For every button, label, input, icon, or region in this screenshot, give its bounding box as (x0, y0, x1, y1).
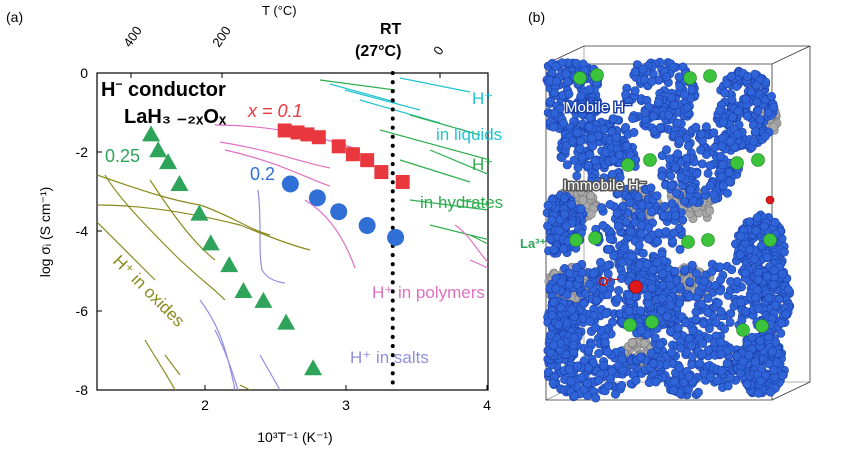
mobile-h-cluster-6 (591, 183, 688, 279)
data-point-x025-4 (190, 204, 209, 221)
salts-curves (199, 189, 286, 390)
la-atom-10 (681, 235, 695, 249)
x-axis-label: 10³T⁻¹ (K⁻¹) (257, 429, 332, 445)
top-tick-400: 400 (120, 23, 145, 49)
la-atom-12 (763, 233, 777, 247)
panel-b-label: (b) (528, 9, 545, 25)
mobile-h-cluster-5 (542, 191, 588, 258)
data-point-x02-0 (281, 175, 299, 193)
data-point-x025-7 (234, 281, 253, 298)
la-atom-1 (590, 68, 604, 82)
y-tick-0: 0 (80, 65, 88, 81)
data-point-x01-8 (395, 174, 410, 189)
la-atom-3 (703, 69, 717, 83)
mobile-h-cluster-3 (556, 113, 641, 187)
y-tick-minus4: -4 (76, 223, 89, 239)
data-point-x01-5 (345, 147, 360, 162)
data-marks (142, 123, 410, 376)
data-point-x01-7 (374, 165, 389, 180)
y-tick-minus2: -2 (76, 144, 89, 160)
top-tick-200: 200 (209, 23, 234, 49)
data-point-x02-1 (308, 189, 326, 207)
mobile-h-cluster-1 (621, 57, 700, 139)
conductor-title: H− conductor (101, 77, 226, 101)
x-tick-4: 4 (483, 397, 491, 413)
series-label-x01: x = 0.1 (247, 101, 303, 121)
hydrates-label-h: H⁺ (472, 155, 493, 174)
formula-label: LaH₃ ₋₂ₓOₓ (124, 106, 227, 128)
la-atom-7 (751, 153, 765, 167)
mobile-h-cluster-12 (631, 331, 743, 400)
liquids-label-text: in liquids (436, 125, 502, 144)
la-atom-16 (755, 319, 769, 333)
data-point-x025-9 (277, 313, 296, 330)
la-atom-2 (683, 71, 697, 85)
la-o-atoms (569, 68, 777, 337)
la-atom-11 (701, 233, 715, 247)
hydrates-curves (319, 79, 488, 245)
y-tick-minus8: -8 (76, 382, 89, 398)
mobile-h-label: Mobile H⁻ (565, 99, 632, 116)
rt-label: RT (380, 21, 402, 38)
oxides-label: H⁺ in oxides (109, 251, 188, 330)
oxides-curves (97, 174, 311, 390)
data-point-x025-8 (254, 291, 273, 308)
liquids-curves (329, 77, 471, 124)
data-point-x025-3 (170, 174, 189, 191)
data-point-x02-3 (358, 217, 376, 235)
data-point-x02-2 (330, 203, 348, 221)
la-atom-5 (643, 153, 657, 167)
la-atom-4 (621, 158, 635, 172)
data-point-x02-4 (387, 228, 405, 246)
mobile-h-cluster-4 (657, 122, 743, 208)
data-point-x025-2 (159, 153, 178, 170)
data-point-x025-1 (149, 141, 168, 158)
rt-temperature-label: (27°C) (355, 43, 401, 60)
la-atom-14 (645, 315, 659, 329)
y-tick-minus6: -6 (76, 303, 89, 319)
data-point-x01-2 (300, 127, 315, 142)
top-tick-0: 0 (430, 43, 446, 58)
mobile-h-cluster-2 (712, 66, 779, 154)
data-point-x025-5 (201, 234, 220, 251)
o-atom-1 (765, 195, 775, 205)
immobile-h-label: Immobile H⁻ (563, 177, 647, 194)
x-tick-3: 3 (342, 397, 350, 413)
hydride-clusters (542, 57, 795, 403)
data-point-x01-3 (311, 130, 326, 145)
panel-a-label: (a) (6, 9, 23, 25)
series-label-x025: 0.25 (105, 146, 140, 166)
la-atom-8 (569, 233, 583, 247)
mobile-h-cluster-14 (543, 296, 583, 364)
x-tick-2: 2 (201, 397, 209, 413)
la-atom-13 (623, 318, 637, 332)
la-atom-6 (730, 156, 744, 170)
la-atom-0 (573, 71, 587, 85)
data-point-x025-0 (142, 125, 161, 142)
la-ion-label: La³⁺ (520, 236, 547, 251)
hydrates-label-text: in hydrates (420, 193, 503, 212)
liquids-label-h: H⁺ (472, 89, 493, 108)
data-point-x01-0 (277, 123, 292, 138)
salts-label: H⁺ in salts (350, 348, 429, 367)
mobile-h-cluster-13 (731, 332, 789, 398)
o-ion-label: O²⁻ (598, 274, 619, 289)
polymers-label: H⁺ in polymers (372, 283, 485, 302)
la-atom-15 (736, 323, 750, 337)
series-label-x02: 0.2 (250, 164, 275, 184)
top-axis-label: T (°C) (262, 3, 297, 18)
y-axis-label: log σᵢ (S cm⁻¹) (37, 187, 53, 278)
data-point-x01-4 (331, 139, 346, 154)
crystal-structure (542, 45, 811, 403)
la-atom-9 (588, 231, 602, 245)
o-atom-0 (629, 280, 643, 294)
data-point-x025-6 (220, 256, 239, 273)
data-point-x025-10 (304, 359, 323, 376)
data-point-x01-6 (360, 153, 375, 168)
